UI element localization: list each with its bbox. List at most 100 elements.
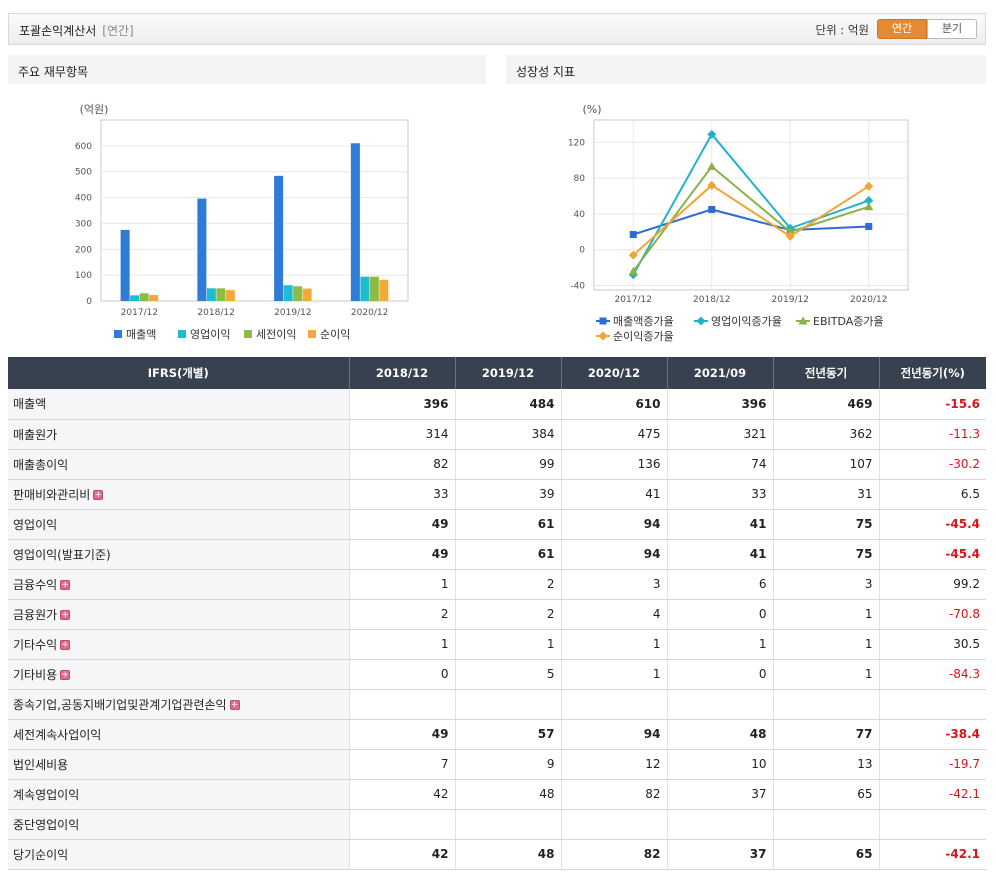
value-cell: 10 (666, 749, 773, 780)
value-cell: 0 (666, 659, 773, 690)
value-cell: 57 (454, 719, 561, 750)
series-point (707, 162, 717, 171)
row-label-text: 종속기업,공동지배기업및관계기업관련손익 (13, 697, 227, 712)
expand-icon[interactable]: + (229, 700, 240, 710)
row-label: 종속기업,공동지배기업및관계기업관련손익 + (8, 689, 349, 720)
row-label: 영업이익(발표기준) (8, 539, 349, 570)
column-header-period: 2018/12 (348, 357, 455, 389)
value-cell (666, 809, 773, 840)
value-cell: 41 (560, 479, 667, 510)
bar-legend-swatch (178, 330, 186, 338)
bar (302, 288, 312, 301)
row-label-text: 기타비용 (13, 667, 58, 682)
yoy-change-cell: -15.6 (878, 389, 986, 420)
line-legend-label: EBITDA증가율 (813, 315, 884, 328)
expand-icon[interactable]: + (60, 670, 71, 680)
value-cell: 33 (666, 479, 773, 510)
bar-y-tick-label: 400 (75, 194, 92, 204)
column-header-period: 전년동기 (772, 357, 879, 389)
value-cell: 4 (560, 599, 667, 630)
bar-y-tick-label: 300 (75, 219, 92, 229)
value-cell: 1 (348, 629, 455, 660)
table-row: 금융수익 +1 2 3 6 3 99.2 (8, 569, 986, 600)
line-legend-marker (598, 331, 608, 341)
bar (120, 229, 130, 301)
value-cell (348, 689, 455, 720)
line-y-tick-label: 80 (574, 174, 586, 184)
value-cell: 42 (348, 779, 455, 810)
column-header-period: 2020/12 (560, 357, 667, 389)
unit-label: 단위 : 억원 (815, 23, 869, 37)
bar-legend-label: 영업이익 (190, 328, 230, 341)
line-x-tick-label: 2020/12 (850, 295, 887, 305)
line-y-axis-label: (%) (582, 103, 601, 116)
bar-x-tick-label: 2017/12 (121, 308, 158, 318)
value-cell: 61 (454, 509, 561, 540)
value-cell (666, 689, 773, 720)
value-cell: 1 (772, 629, 879, 660)
line-legend-marker (798, 316, 808, 325)
bar (379, 279, 389, 301)
value-cell: 33 (348, 479, 455, 510)
yoy-change-cell: -45.4 (878, 509, 986, 540)
value-cell: 48 (666, 719, 773, 750)
annual-button[interactable]: 연간 (877, 19, 927, 39)
row-label: 중단영업이익 (8, 809, 349, 840)
bar (225, 290, 235, 301)
value-cell: 475 (560, 419, 667, 450)
bar-legend-label: 세전이익 (256, 328, 296, 341)
value-cell: 82 (560, 839, 667, 870)
quarter-button[interactable]: 분기 (927, 19, 977, 39)
line-y-tick-label: 120 (568, 138, 585, 148)
bar (293, 286, 303, 301)
expand-icon[interactable]: + (60, 610, 71, 620)
expand-icon[interactable]: + (60, 580, 71, 590)
table-row: 매출총이익 82 99 136 74 107 -30.2 (8, 449, 986, 480)
line-legend-label: 영업이익증가율 (711, 315, 782, 328)
bar-legend-label: 순이익 (320, 328, 350, 341)
financials-bar-chart: (억원) 0 100 200 300 400 500 600 2017/12 2018/12 201… (75, 103, 409, 341)
yoy-change-cell: 99.2 (878, 569, 986, 600)
yoy-change-cell: 6.5 (878, 479, 986, 510)
expand-icon[interactable]: + (60, 640, 71, 650)
yoy-change-cell: 30.5 (878, 629, 986, 660)
row-label: 영업이익 (8, 509, 349, 540)
row-label-text: 세전계속사업이익 (13, 727, 102, 742)
series-point (628, 266, 638, 275)
bar (149, 295, 159, 301)
series-line (632, 184, 870, 256)
table-row: 영업이익 49 61 94 41 75 -45.4 (8, 509, 986, 540)
value-cell: 65 (772, 779, 879, 810)
row-label: 기타수익 + (8, 629, 349, 660)
bar-plot-area (100, 119, 409, 302)
row-label: 판매비와관리비 + (8, 479, 349, 510)
value-cell: 1 (772, 599, 879, 630)
row-label-text: 기타수익 (13, 637, 58, 652)
expand-icon[interactable]: + (93, 490, 104, 500)
value-cell: 1 (560, 659, 667, 690)
row-label: 매출원가 (8, 419, 349, 450)
series-line (632, 165, 870, 272)
row-label-text: 계속영업이익 (13, 787, 80, 802)
series-point (864, 181, 874, 191)
value-cell: 61 (454, 539, 561, 570)
value-cell: 77 (772, 719, 879, 750)
value-cell: 39 (454, 479, 561, 510)
bar-x-tick-label: 2019/12 (274, 308, 311, 318)
line-x-tick-label: 2017/12 (615, 295, 652, 305)
value-cell: 396 (666, 389, 773, 420)
statement-title: 포괄손익계산서 [연간] (19, 24, 134, 38)
value-cell: 2 (454, 599, 561, 630)
value-cell: 7 (348, 749, 455, 780)
bar (139, 293, 149, 301)
table-row: 기타수익 +1 1 1 1 1 30.5 (8, 629, 986, 660)
column-header-label: IFRS(개별) (8, 357, 349, 389)
value-cell: 1 (348, 569, 455, 600)
period-subtitle: [연간] (102, 24, 134, 38)
bar (197, 198, 207, 301)
row-label: 금융원가 + (8, 599, 349, 630)
income-statement-table: IFRS(개별) 2018/12 2019/12 2020/12 2021/09 전년동기… (8, 357, 986, 870)
row-label-text: 매출액 (13, 397, 47, 412)
value-cell: 469 (772, 389, 879, 420)
row-label: 계속영업이익 (8, 779, 349, 810)
